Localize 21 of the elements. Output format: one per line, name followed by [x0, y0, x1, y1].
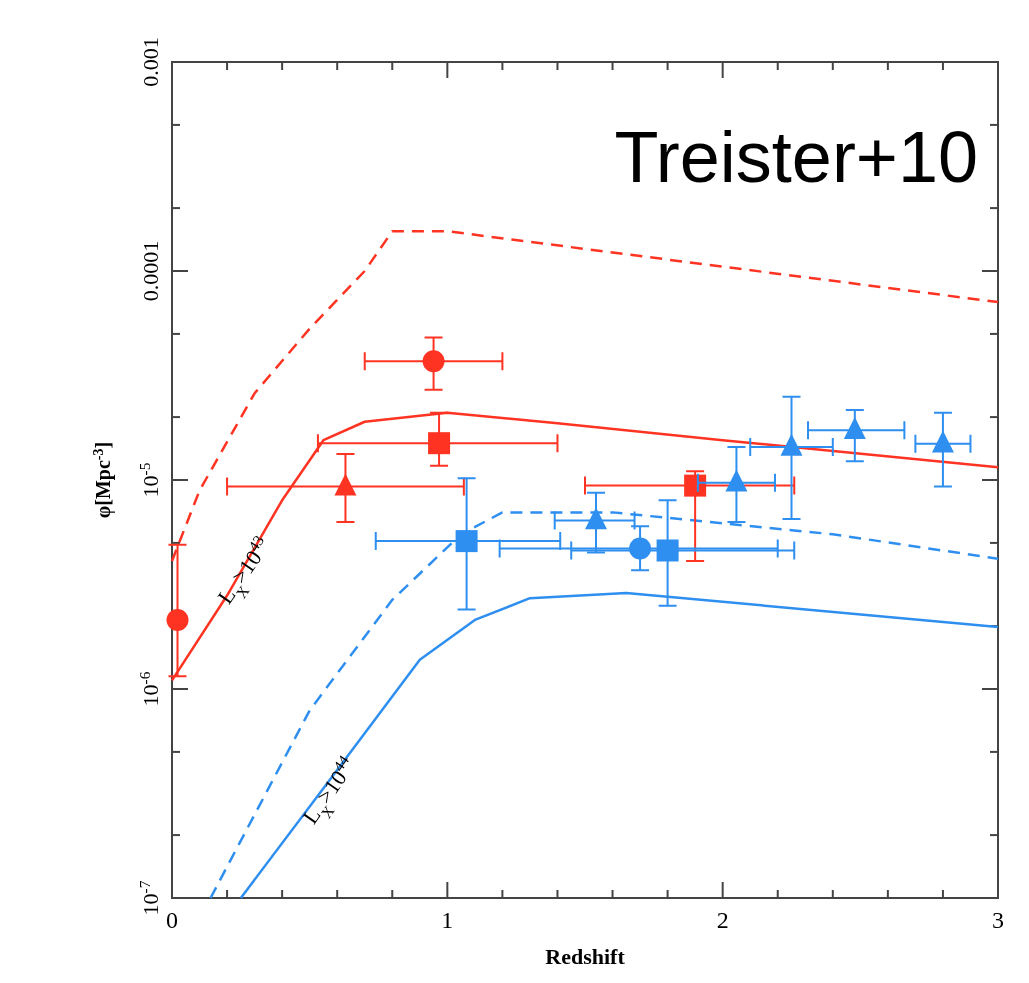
point	[585, 507, 608, 530]
y-tick-label: 0.0001	[138, 240, 163, 302]
x-tick-label: 3	[992, 907, 1004, 933]
point	[629, 537, 652, 560]
x-tick-label: 2	[716, 907, 729, 933]
point	[725, 469, 748, 492]
point	[428, 432, 451, 455]
x-axis-title: Redshift	[545, 944, 626, 969]
x-tick-label: 1	[441, 907, 454, 933]
y-tick-label: 0.001	[138, 37, 163, 87]
point	[931, 430, 954, 453]
point	[166, 608, 189, 631]
point	[656, 539, 679, 562]
line-series	[170, 411, 1000, 682]
x-tick-label: 0	[166, 907, 178, 933]
point	[843, 417, 866, 440]
point	[780, 433, 803, 456]
point	[334, 473, 357, 496]
point	[455, 530, 478, 553]
point	[684, 474, 707, 497]
annotation: Treister+10	[614, 117, 978, 197]
